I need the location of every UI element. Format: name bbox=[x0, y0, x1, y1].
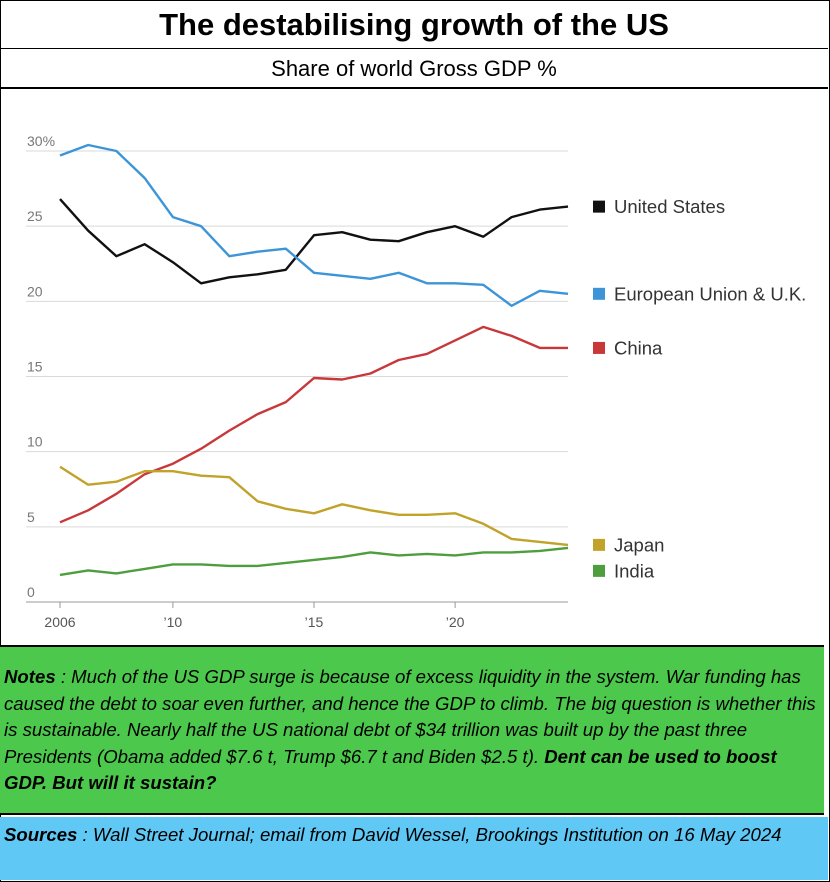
legend-label: European Union & U.K. bbox=[614, 283, 806, 304]
legend-swatch bbox=[593, 538, 605, 551]
series-line-3 bbox=[59, 465, 569, 547]
sources-text: : Wall Street Journal; email from David … bbox=[77, 824, 782, 845]
y-tick-label: 30% bbox=[27, 133, 55, 149]
series-line-4 bbox=[59, 546, 569, 577]
y-tick-label: 25 bbox=[27, 208, 43, 224]
y-tick-label: 0 bbox=[27, 584, 35, 600]
chart-svg: 0 5 10 15 20 25 30% 2006 ’10 ’15 ’20 United States E… bbox=[26, 133, 806, 630]
legend-label: Japan bbox=[614, 534, 664, 555]
y-tick-label: 10 bbox=[27, 434, 43, 450]
series-line-0 bbox=[59, 198, 569, 285]
x-tick-label: 2006 bbox=[44, 614, 75, 630]
x-tick-label: ’20 bbox=[446, 614, 465, 630]
legend-swatch bbox=[593, 341, 605, 354]
line-chart: 0 5 10 15 20 25 30% 2006 ’10 ’15 ’20 United States E… bbox=[0, 89, 828, 645]
x-tick-label: ’15 bbox=[305, 614, 324, 630]
series-line-2 bbox=[59, 325, 568, 524]
y-tick-label: 5 bbox=[27, 509, 35, 525]
sources-label: Sources bbox=[4, 824, 78, 845]
legend-label: United States bbox=[614, 196, 725, 217]
y-tick-label: 15 bbox=[27, 359, 43, 375]
series-line-1 bbox=[59, 143, 569, 308]
page-title: The destabilising growth of the US bbox=[0, 0, 828, 49]
notes-label: Notes bbox=[4, 666, 56, 687]
sources-panel: Sources : Wall Street Journal; email fro… bbox=[0, 817, 828, 880]
legend-swatch bbox=[593, 287, 605, 300]
notes-text: : Much of the US GDP surge is because of… bbox=[4, 666, 816, 767]
legend-swatch bbox=[593, 200, 605, 213]
legend-label: India bbox=[614, 560, 655, 581]
chart-subtitle: Share of world Gross GDP % bbox=[0, 49, 828, 89]
notes-panel: Notes : Much of the US GDP surge is beca… bbox=[0, 645, 824, 815]
legend-label: China bbox=[614, 337, 663, 358]
y-tick-label: 20 bbox=[27, 283, 43, 299]
x-tick-label: ’10 bbox=[164, 614, 183, 630]
legend-swatch bbox=[593, 564, 605, 577]
notes-emphasis: Dent can be used to boost GDP. But will … bbox=[4, 745, 777, 794]
